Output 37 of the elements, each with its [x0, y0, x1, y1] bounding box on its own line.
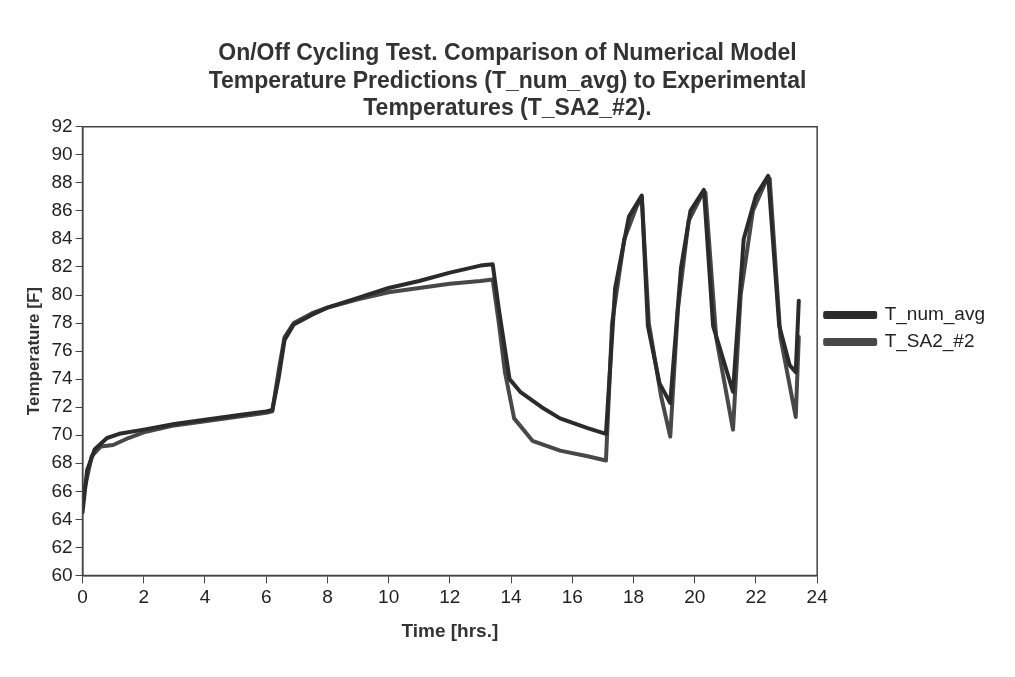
x-tick-label: 0 [77, 586, 88, 608]
x-tick-label: 10 [378, 586, 400, 608]
y-tick-label: 66 [51, 479, 73, 501]
y-axis-title: Temperature [F] [23, 287, 43, 416]
y-tick-label: 70 [51, 423, 73, 445]
text: On/Off Cycling Test. Comparison of Numerical Model [218, 39, 797, 66]
y-tick-label: 80 [51, 283, 73, 305]
y-tick-label: 84 [51, 227, 73, 249]
x-tick-label: 8 [322, 586, 333, 608]
y-tick-label: 86 [51, 199, 73, 221]
legend-label: T_num_avg [884, 303, 986, 326]
y-tick-label: 72 [51, 395, 73, 417]
x-tick-label: 20 [684, 586, 706, 608]
text: Temperature Predictions (T_num_avg) to Experimental [208, 66, 807, 93]
y-tick-label: 88 [51, 171, 73, 193]
legend-label: T_SA2_#2 [884, 330, 975, 353]
x-axis-title: Time [hrs.] [401, 619, 499, 641]
x-tick-label: 22 [745, 586, 767, 608]
y-tick-label: 90 [51, 143, 73, 165]
x-tick-label: 16 [561, 586, 583, 608]
x-tick-label: 24 [806, 586, 829, 608]
x-tick-label: 4 [199, 586, 211, 608]
y-tick-label: 60 [51, 563, 73, 585]
x-tick-label: 14 [500, 586, 523, 608]
x-tick-label: 12 [439, 586, 461, 608]
y-tick-label: 74 [51, 367, 73, 389]
x-tick-label: 2 [138, 586, 150, 608]
y-tick-label: 92 [51, 115, 73, 137]
x-tick-label: 6 [260, 586, 272, 608]
y-tick-label: 78 [51, 311, 73, 333]
x-tick-label: 18 [622, 586, 645, 608]
y-tick-label: 64 [51, 507, 73, 529]
text: Temperatures (T_SA2_#2). [363, 94, 652, 121]
y-tick-label: 76 [51, 339, 73, 361]
y-tick-label: 82 [51, 255, 73, 277]
y-tick-label: 68 [51, 451, 73, 473]
y-tick-label: 62 [51, 535, 73, 557]
